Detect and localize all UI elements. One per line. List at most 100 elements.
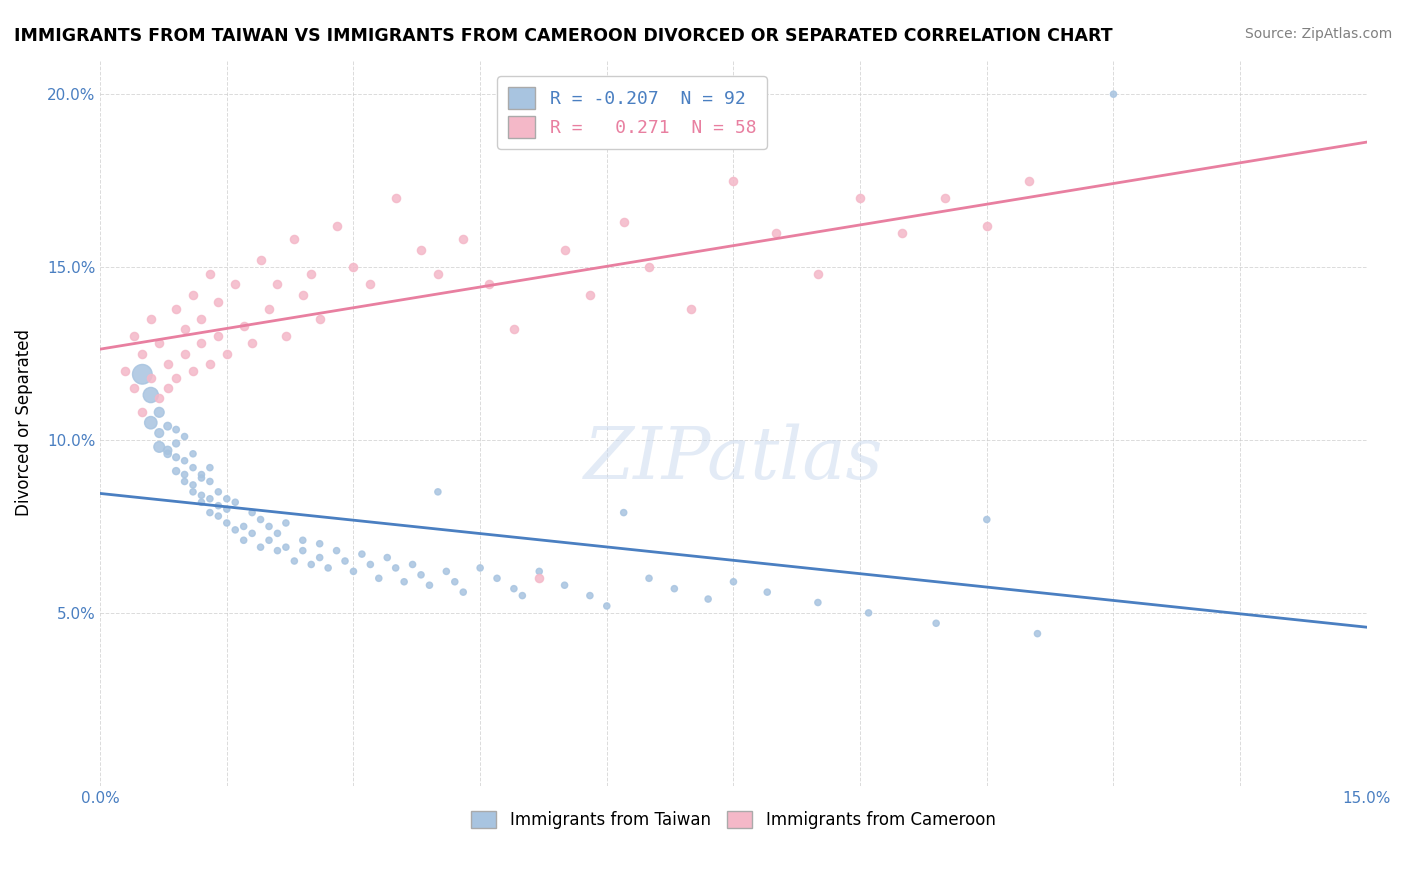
Text: Source: ZipAtlas.com: Source: ZipAtlas.com — [1244, 27, 1392, 41]
Point — [1102, 87, 1125, 102]
Point — [249, 512, 271, 526]
Point — [451, 585, 474, 599]
Point — [139, 416, 162, 430]
Point — [122, 329, 145, 343]
Point — [299, 267, 322, 281]
Point — [131, 405, 153, 419]
Y-axis label: Divorced or Separated: Divorced or Separated — [15, 329, 32, 516]
Point — [190, 467, 212, 482]
Point — [638, 260, 661, 274]
Point — [190, 495, 212, 509]
Point — [215, 516, 238, 530]
Point — [190, 471, 212, 485]
Point — [681, 301, 703, 316]
Point — [350, 547, 373, 561]
Point — [148, 336, 170, 351]
Point — [765, 226, 787, 240]
Point — [148, 405, 170, 419]
Point — [181, 287, 204, 301]
Point — [723, 574, 745, 589]
Point — [274, 329, 297, 343]
Point — [664, 582, 686, 596]
Point — [925, 616, 948, 631]
Point — [1026, 626, 1049, 640]
Point — [257, 301, 280, 316]
Point — [409, 567, 432, 582]
Point — [807, 595, 830, 609]
Point — [891, 226, 914, 240]
Point — [173, 467, 195, 482]
Legend: Immigrants from Taiwan, Immigrants from Cameroon: Immigrants from Taiwan, Immigrants from … — [465, 804, 1002, 836]
Point — [207, 509, 229, 524]
Point — [976, 512, 998, 526]
Point — [375, 550, 398, 565]
Point — [529, 565, 551, 579]
Point — [165, 464, 187, 478]
Point — [148, 426, 170, 441]
Point — [249, 540, 271, 554]
Point — [266, 277, 288, 292]
Point — [512, 589, 534, 603]
Point — [266, 526, 288, 541]
Point — [283, 554, 305, 568]
Point — [198, 475, 221, 489]
Point — [503, 322, 526, 336]
Point — [156, 447, 179, 461]
Point — [367, 571, 389, 585]
Point — [198, 267, 221, 281]
Point — [274, 516, 297, 530]
Point — [190, 488, 212, 502]
Point — [849, 191, 872, 205]
Point — [232, 318, 254, 333]
Point — [434, 565, 457, 579]
Point — [401, 558, 423, 572]
Text: ZIPatlas: ZIPatlas — [583, 424, 883, 494]
Point — [198, 460, 221, 475]
Point — [139, 388, 162, 402]
Point — [131, 368, 153, 382]
Point — [240, 526, 263, 541]
Point — [308, 550, 330, 565]
Point — [165, 436, 187, 450]
Point — [165, 450, 187, 465]
Point — [807, 267, 830, 281]
Point — [1018, 174, 1040, 188]
Point — [114, 364, 136, 378]
Point — [198, 491, 221, 506]
Point — [485, 571, 508, 585]
Point — [308, 312, 330, 326]
Point — [181, 364, 204, 378]
Point — [579, 287, 602, 301]
Point — [198, 357, 221, 371]
Text: IMMIGRANTS FROM TAIWAN VS IMMIGRANTS FROM CAMEROON DIVORCED OR SEPARATED CORRELA: IMMIGRANTS FROM TAIWAN VS IMMIGRANTS FRO… — [14, 27, 1112, 45]
Point — [579, 589, 602, 603]
Point — [274, 540, 297, 554]
Point — [638, 571, 661, 585]
Point — [976, 219, 998, 233]
Point — [240, 506, 263, 520]
Point — [181, 460, 204, 475]
Point — [131, 346, 153, 360]
Point — [232, 519, 254, 533]
Point — [122, 381, 145, 395]
Point — [165, 301, 187, 316]
Point — [207, 329, 229, 343]
Point — [165, 423, 187, 437]
Point — [468, 561, 491, 575]
Point — [451, 232, 474, 246]
Point — [613, 506, 636, 520]
Point — [148, 392, 170, 406]
Point — [529, 571, 551, 585]
Point — [173, 475, 195, 489]
Point — [554, 243, 576, 257]
Point — [190, 312, 212, 326]
Point — [207, 294, 229, 309]
Point — [392, 574, 415, 589]
Point — [596, 599, 619, 613]
Point — [190, 336, 212, 351]
Point — [858, 606, 880, 620]
Point — [181, 447, 204, 461]
Point — [224, 523, 246, 537]
Point — [299, 558, 322, 572]
Point — [257, 533, 280, 548]
